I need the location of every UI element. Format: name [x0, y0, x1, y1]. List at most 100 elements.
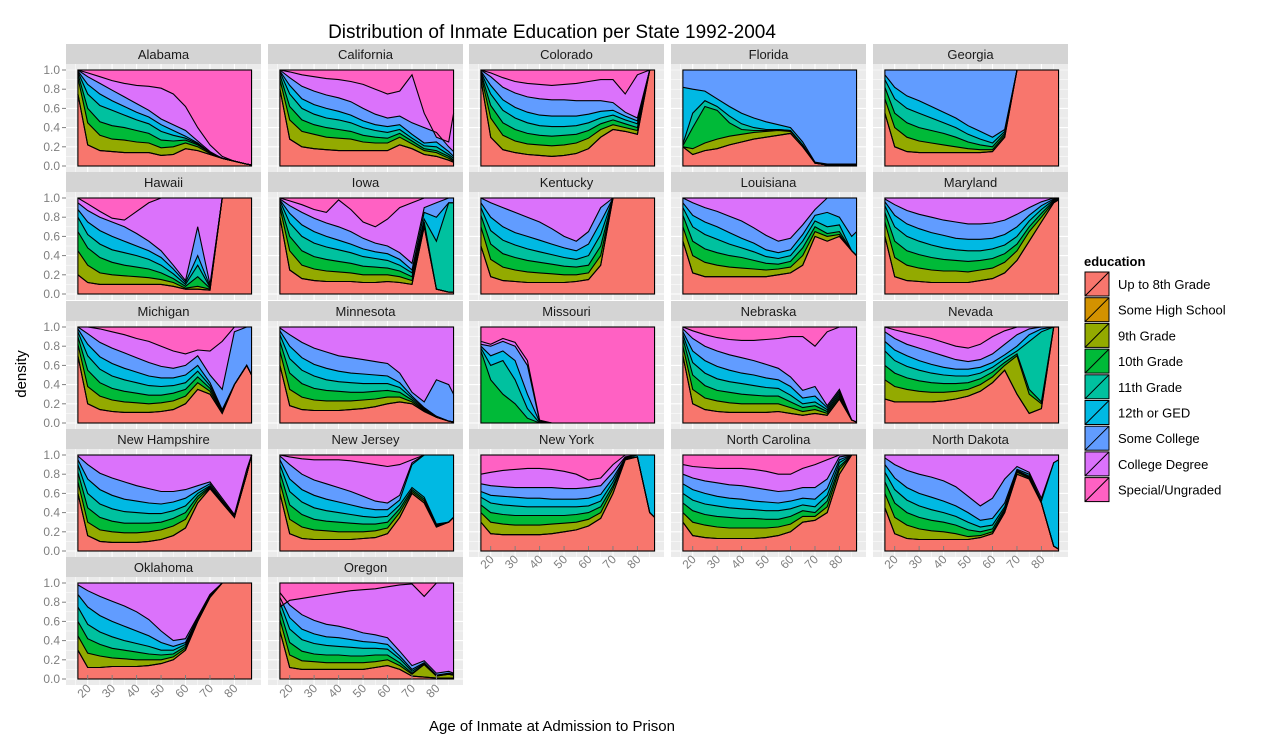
panel-maryland: Maryland	[873, 172, 1068, 300]
density-band-special-ungraded	[480, 327, 655, 423]
legend-swatch-diagonal	[1084, 374, 1110, 400]
density-band-special-ungraded	[480, 455, 655, 480]
band-boundary-line	[682, 100, 857, 166]
y-tick-label: 0.2	[43, 268, 60, 282]
panel-strip	[66, 429, 261, 449]
band-boundary-line	[279, 79, 454, 162]
density-band-11th-grade	[480, 70, 655, 137]
density-band-up-to-8th-grade	[279, 217, 454, 294]
legend-swatch-diagonal	[1084, 400, 1110, 425]
density-band-10th-grade	[682, 338, 857, 422]
band-boundary-line	[279, 197, 454, 265]
density-band-10th-grade	[77, 583, 252, 660]
y-tick-label: 0.0	[43, 416, 60, 430]
panel-strip-label: Florida	[749, 47, 790, 62]
panel-strip	[469, 44, 664, 64]
density-outline	[77, 582, 253, 680]
band-boundary-line	[279, 582, 454, 608]
density-band-special-ungraded	[480, 70, 655, 94]
band-boundary-line	[682, 202, 857, 254]
density-band-up-to-8th-grade	[279, 493, 454, 551]
density-band-9th-grade	[279, 619, 454, 678]
density-outline	[279, 197, 455, 295]
density-band-college-degree	[279, 198, 454, 264]
panel-strip	[66, 44, 261, 64]
legend-items: Up to 8th Grade Some High School 9th Grade…	[1084, 271, 1226, 503]
legend: education Up to 8th Grade Some High Schoo…	[1084, 254, 1226, 503]
density-band-up-to-8th-grade	[884, 70, 1059, 166]
band-boundary-line	[884, 199, 1059, 262]
density-band-some-college	[682, 455, 857, 503]
band-boundary-line	[682, 454, 857, 504]
density-outline	[884, 454, 1060, 552]
band-boundary-line	[682, 454, 857, 512]
density-band-10th-grade	[77, 455, 252, 533]
density-band-college-degree	[480, 198, 655, 242]
density-band-special-ungraded	[682, 455, 857, 475]
density-band-9th-grade	[682, 346, 857, 422]
density-band-some-college	[279, 70, 454, 157]
density-band-some-college	[77, 327, 252, 410]
band-boundary-line	[279, 74, 454, 161]
density-band-10th-grade	[682, 215, 857, 270]
density-band-11th-grade	[884, 199, 1059, 262]
panel-nebraska: Nebraska	[671, 301, 866, 429]
density-band-up-to-8th-grade	[279, 631, 454, 679]
band-boundary-line	[77, 326, 252, 355]
density-band-12th-or-ged	[682, 87, 857, 165]
legend-title: education	[1084, 254, 1145, 269]
y-tick-label: 1.0	[43, 448, 60, 462]
density-band-some-college	[480, 70, 655, 121]
panel-strip-label: Oklahoma	[134, 560, 194, 575]
band-boundary-line	[279, 327, 455, 403]
density-band-10th-grade	[682, 106, 857, 165]
panel-strip	[66, 301, 261, 321]
legend-label: Some High School	[1118, 303, 1226, 318]
panel-strip-label: Colorado	[540, 47, 593, 62]
band-boundary-line	[279, 341, 454, 423]
panel-new-hampshire: New Hampshire 0.0 0.2 0.4 0.6 0.8 1.0	[43, 429, 261, 558]
y-tick-label: 0.6	[43, 358, 60, 372]
density-band-up-to-8th-grade	[279, 365, 454, 423]
density-band-college-degree	[682, 198, 857, 242]
band-boundary-line	[682, 334, 857, 423]
density-outline	[279, 326, 455, 424]
panel-strip-label: Hawaii	[144, 175, 183, 190]
density-outline	[480, 326, 656, 424]
density-band-12th-or-ged	[682, 331, 857, 422]
density-band-some-college	[682, 328, 857, 422]
y-tick-label: 0.2	[43, 525, 60, 539]
band-boundary-line	[77, 69, 252, 166]
density-band-9th-grade	[77, 455, 252, 543]
band-boundary-line	[77, 326, 252, 391]
density-band-12th-or-ged	[480, 198, 655, 260]
density-band-some-college	[884, 70, 1059, 138]
band-boundary-line	[77, 454, 253, 516]
density-band-9th-grade	[480, 456, 655, 535]
band-boundary-line	[480, 454, 655, 490]
density-band-special-ungraded	[279, 455, 454, 467]
legend-swatch-diagonal	[1084, 271, 1110, 297]
density-band-up-to-8th-grade	[682, 455, 857, 551]
band-boundary-line	[480, 69, 655, 157]
panel-nevada: Nevada	[873, 301, 1068, 429]
legend-item-12th-or-ged: 12th or GED	[1084, 400, 1190, 425]
y-tick-label: 0.2	[43, 653, 60, 667]
density-band-11th-grade	[682, 207, 857, 265]
density-band-college-degree	[682, 327, 857, 422]
legend-label: 9th Grade	[1118, 328, 1176, 343]
band-boundary-line	[682, 207, 857, 260]
panel-strip	[268, 44, 463, 64]
panel-strip-label: Missouri	[542, 304, 591, 319]
panel-kentucky: Kentucky	[469, 172, 664, 300]
y-tick-label: 0.0	[43, 159, 60, 173]
density-band-11th-grade	[77, 71, 252, 165]
density-band-up-to-8th-grade	[77, 355, 252, 423]
panel-strip-label: North Dakota	[932, 432, 1009, 447]
band-boundary-line	[279, 592, 454, 674]
legend-item-some-college: Some College	[1084, 425, 1200, 451]
density-band-up-to-8th-grade	[682, 355, 857, 423]
panel-strip-label: New Jersey	[332, 432, 400, 447]
density-band-college-degree	[77, 455, 252, 515]
y-tick-label: 0.6	[43, 229, 60, 243]
